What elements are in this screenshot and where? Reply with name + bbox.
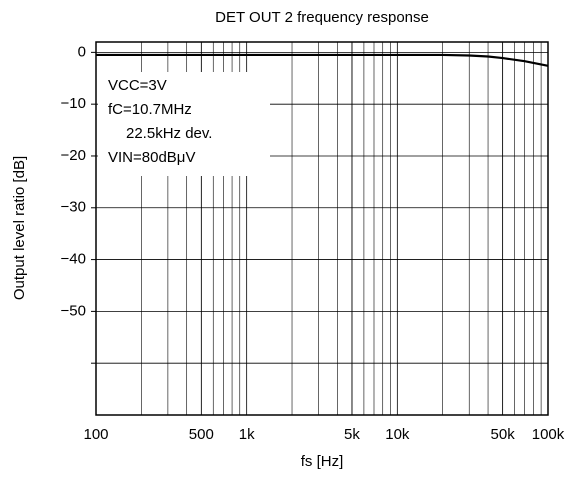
x-tick-label: 10k (385, 426, 410, 443)
annotation: VCC=3V (108, 77, 167, 94)
y-axis-label: Output level ratio [dB] (11, 156, 28, 300)
x-tick-label: 50k (491, 426, 516, 443)
y-tick-label: −10 (61, 95, 86, 112)
line-series (96, 53, 549, 67)
x-tick-label: 500 (189, 426, 214, 443)
x-axis-label: fs [Hz] (301, 453, 344, 470)
y-tick-label: −40 (61, 251, 86, 268)
y-tick-label: −20 (61, 147, 86, 164)
chart-title: DET OUT 2 frequency response (215, 9, 429, 26)
annotation: 22.5kHz dev. (126, 125, 212, 142)
x-tick-label: 100k (532, 426, 565, 443)
x-tick-label: 1k (239, 426, 255, 443)
annotation-box (98, 72, 270, 176)
y-tick-label: −50 (61, 302, 86, 319)
plot-frame (95, 41, 549, 416)
x-tick-label: 100 (83, 426, 108, 443)
annotation: VIN=80dBμV (108, 149, 195, 166)
y-tick-label: −30 (61, 199, 86, 216)
annotation: fC=10.7MHz (108, 101, 192, 118)
x-tick-label: 5k (344, 426, 360, 443)
y-tick-label: 0 (78, 43, 86, 60)
